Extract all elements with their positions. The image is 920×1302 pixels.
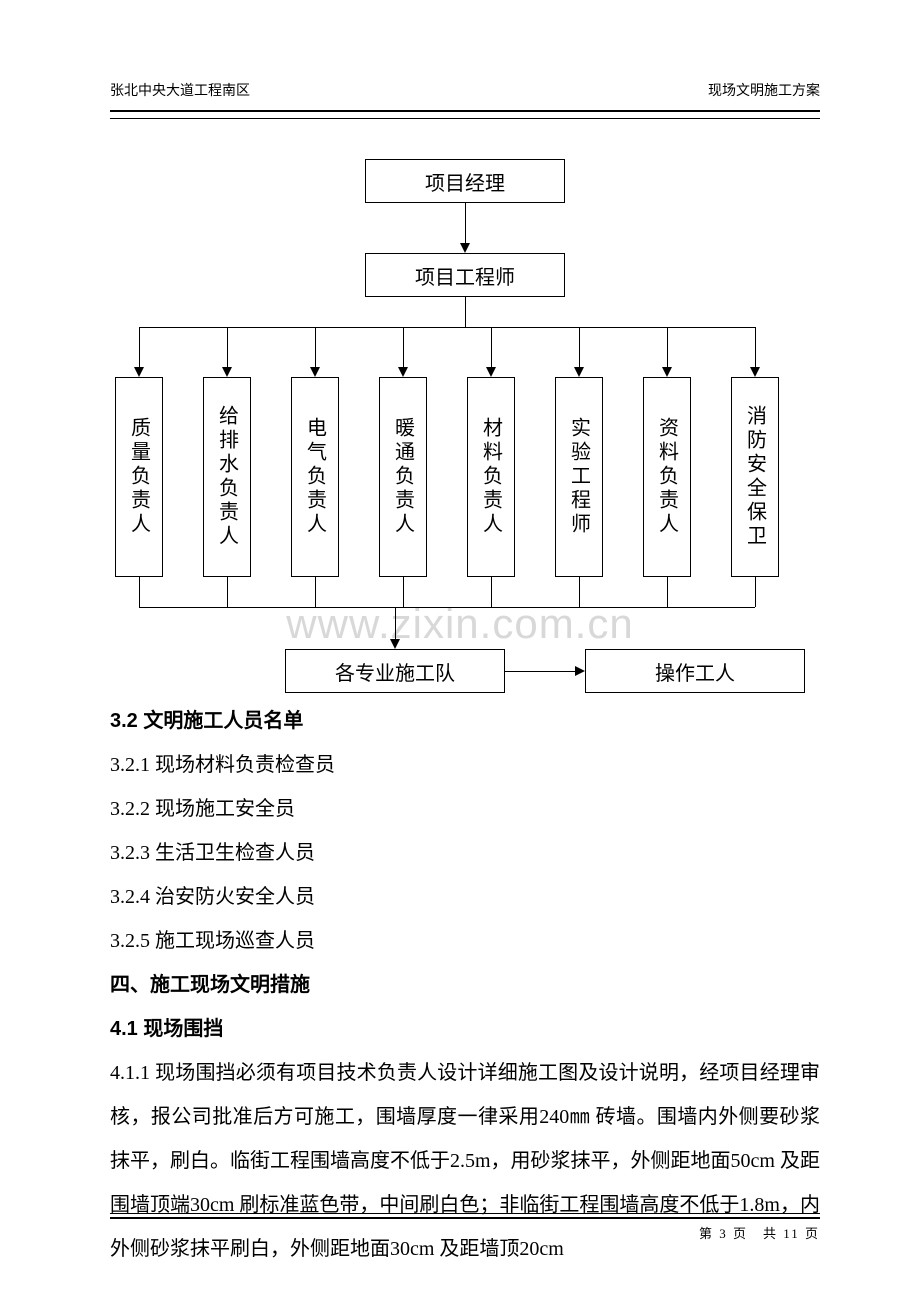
- leaf-node: 电气负责人: [291, 377, 339, 577]
- heading-4: 四、施工现场文明措施: [110, 963, 820, 1007]
- node-project-engineer: 项目工程师: [365, 253, 565, 297]
- leaf-label: 质量负责人: [125, 417, 154, 537]
- leaf-node: 实验工程师: [555, 377, 603, 577]
- node-construction-teams: 各专业施工队: [285, 649, 505, 693]
- paragraph-4-1-1: 4.1.1 现场围挡必须有项目技术负责人设计详细施工图及设计说明，经项目经理审核…: [110, 1051, 820, 1271]
- connector: [579, 327, 580, 367]
- connector: [491, 327, 492, 367]
- leaf-node: 质量负责人: [115, 377, 163, 577]
- arrow-down-icon: [134, 367, 144, 377]
- header-rule: [110, 118, 820, 119]
- arrow-down-icon: [310, 367, 320, 377]
- node-operators: 操作工人: [585, 649, 805, 693]
- leaf-label: 暖通负责人: [389, 417, 418, 537]
- leaf-node: 给排水负责人: [203, 377, 251, 577]
- node-label: 各专业施工队: [335, 657, 455, 686]
- item-3-2-4: 3.2.4 治安防火安全人员: [110, 875, 820, 919]
- page-header: 张北中央大道工程南区 现场文明施工方案: [110, 80, 820, 112]
- document-body: 3.2 文明施工人员名单 3.2.1 现场材料负责检查员 3.2.2 现场施工安…: [110, 699, 820, 1271]
- leaf-node: 消防安全保卫: [731, 377, 779, 577]
- node-label: 项目工程师: [415, 261, 515, 290]
- arrow-down-icon: [398, 367, 408, 377]
- header-left: 张北中央大道工程南区: [110, 80, 250, 100]
- connector: [315, 577, 316, 607]
- leaf-label: 资料负责人: [653, 417, 682, 537]
- arrow-down-icon: [460, 243, 470, 253]
- arrow-down-icon: [390, 639, 400, 649]
- leaf-label: 给排水负责人: [213, 405, 242, 549]
- item-3-2-2: 3.2.2 现场施工安全员: [110, 787, 820, 831]
- connector: [315, 327, 316, 367]
- leaf-label: 材料负责人: [477, 417, 506, 537]
- org-chart: 项目经理 项目工程师 质量负责人 给排水负责人 电气负责人 暖通负责人 材料负责…: [115, 159, 815, 699]
- connector-bus: [139, 327, 755, 328]
- arrow-down-icon: [574, 367, 584, 377]
- arrow-right-icon: [575, 666, 585, 676]
- connector: [465, 203, 466, 243]
- connector-bus: [139, 607, 755, 608]
- connector: [465, 297, 466, 327]
- connector: [139, 327, 140, 367]
- connector: [227, 327, 228, 367]
- node-project-manager: 项目经理: [365, 159, 565, 203]
- leaf-node: 暖通负责人: [379, 377, 427, 577]
- connector: [403, 577, 404, 607]
- connector: [139, 577, 140, 607]
- arrow-down-icon: [486, 367, 496, 377]
- connector: [395, 607, 396, 639]
- connector: [667, 327, 668, 367]
- leaf-label: 电气负责人: [301, 417, 330, 537]
- connector: [491, 577, 492, 607]
- item-3-2-3: 3.2.3 生活卫生检查人员: [110, 831, 820, 875]
- leaf-label: 消防安全保卫: [741, 405, 770, 549]
- connector: [227, 577, 228, 607]
- leaf-node: 材料负责人: [467, 377, 515, 577]
- heading-3-2: 3.2 文明施工人员名单: [110, 699, 820, 743]
- connector: [755, 327, 756, 367]
- item-3-2-5: 3.2.5 施工现场巡查人员: [110, 919, 820, 963]
- arrow-down-icon: [750, 367, 760, 377]
- arrow-down-icon: [222, 367, 232, 377]
- connector: [403, 327, 404, 367]
- leaf-label: 实验工程师: [565, 417, 594, 537]
- connector: [755, 577, 756, 607]
- connector: [579, 577, 580, 607]
- arrow-down-icon: [662, 367, 672, 377]
- node-label: 操作工人: [655, 657, 735, 686]
- heading-4-1: 4.1 现场围挡: [110, 1007, 820, 1051]
- item-3-2-1: 3.2.1 现场材料负责检查员: [110, 743, 820, 787]
- header-right: 现场文明施工方案: [708, 80, 820, 100]
- connector: [667, 577, 668, 607]
- leaf-node: 资料负责人: [643, 377, 691, 577]
- connector: [505, 671, 575, 672]
- node-label: 项目经理: [425, 167, 505, 196]
